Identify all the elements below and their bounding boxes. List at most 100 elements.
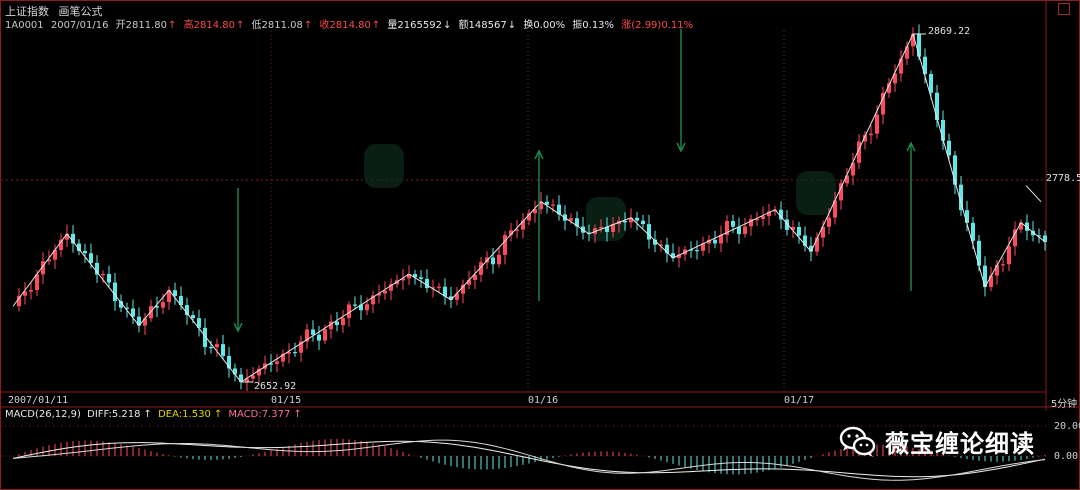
down-arrow-1-head [233,322,243,333]
candle-up [347,304,351,319]
candle-down [419,277,423,279]
candle-up [767,211,771,217]
candle-down [95,262,99,275]
candle-down [77,243,81,251]
candle-up [515,229,519,231]
window-toggle-button[interactable] [1058,3,1070,15]
candle-up [887,83,891,93]
candle-down [647,224,651,240]
candle-up [509,230,513,236]
candle-up [17,295,21,307]
candle-up [707,239,711,244]
price-chart [1,1,1080,411]
candle-down [107,273,111,283]
open-label: 开 [115,20,126,31]
candle-up [869,133,873,136]
candle-up [161,302,165,308]
candle-up [677,254,681,258]
candle-down [203,327,207,347]
candle-up [863,135,867,142]
candle-down [737,226,741,235]
candle-up [59,239,63,251]
candle-up [773,209,777,212]
candle-down [1043,235,1047,242]
candle-down [605,227,609,232]
time-label-0115: 01/15 [271,395,302,406]
candle-up [65,233,69,240]
candle-down [443,286,447,297]
candle-down [119,301,123,308]
candle-up [167,290,171,303]
candle-down [959,184,963,211]
candle-up [743,226,747,235]
candle-up [539,201,543,210]
candle-down [779,209,783,220]
candle-down [977,240,981,266]
candle-up [527,213,531,221]
macd-label: MACD: [228,409,262,420]
candle-down [785,219,789,230]
candle-up [401,278,405,281]
candle-up [431,287,435,289]
amount-value: 148567 [468,20,507,31]
open-value: 2811.80 [125,20,168,31]
macd-chart [1,425,1046,481]
formula-name: 画笔公式 [58,5,103,18]
candle-up [851,162,855,176]
up-arrow-icon: ↑ [168,20,177,31]
candle-up [389,284,393,291]
highlight-zone-1 [586,197,626,241]
candle-up [257,368,261,376]
candle-up [281,353,285,362]
candle-up [251,375,255,379]
high-marker-label: 2869.22 [928,26,971,37]
candle-up [833,200,837,218]
candle-down [557,204,561,215]
candle-up [245,378,249,382]
candle-down [155,306,159,308]
diff-value: 5.218 [111,409,141,420]
candle-up [629,217,633,223]
high-value: 2814.80 [193,20,235,31]
amplitude-label: 振 [572,20,583,31]
up-arrow-2-head [906,141,916,152]
candle-up [791,227,795,230]
change-label: 涨 [621,20,632,31]
candle-up [701,243,705,251]
volume-value: 2165592 [397,20,442,31]
candle-up [215,344,219,348]
candle-down [191,315,195,319]
amplitude-value: 0.13% [582,20,615,31]
candle-up [911,34,915,47]
candle-up [845,175,849,184]
candle-up [1019,222,1023,230]
candle-down [269,363,273,365]
candle-up [905,46,909,59]
candle-down [941,119,945,141]
candle-down [641,220,645,225]
turnover-label: 换 [523,20,534,31]
candle-down [197,318,201,328]
period-selector[interactable]: 5分钟 [1050,399,1078,410]
amount-label: 额 [458,20,469,31]
low-value: 2811.08 [261,20,303,31]
candle-up [839,183,843,201]
close-label: 收 [319,20,330,31]
candle-down [449,296,453,300]
up-arrow-icon: ↑ [235,20,245,31]
candle-down [227,355,231,369]
candle-down [335,321,339,326]
candle-down [689,249,693,251]
candle-up [503,235,507,255]
candle-down [173,290,177,297]
candle-up [497,254,501,265]
candle-up [287,351,291,354]
change-value: (2.99) [631,20,662,31]
up-arrow-icon: ↑ [293,409,302,420]
candle-up [371,295,375,305]
candle-up [455,293,459,300]
candle-down [971,222,975,241]
candle-up [275,361,279,364]
up-arrow-icon: ↑ [303,20,313,31]
candle-up [1007,246,1011,265]
